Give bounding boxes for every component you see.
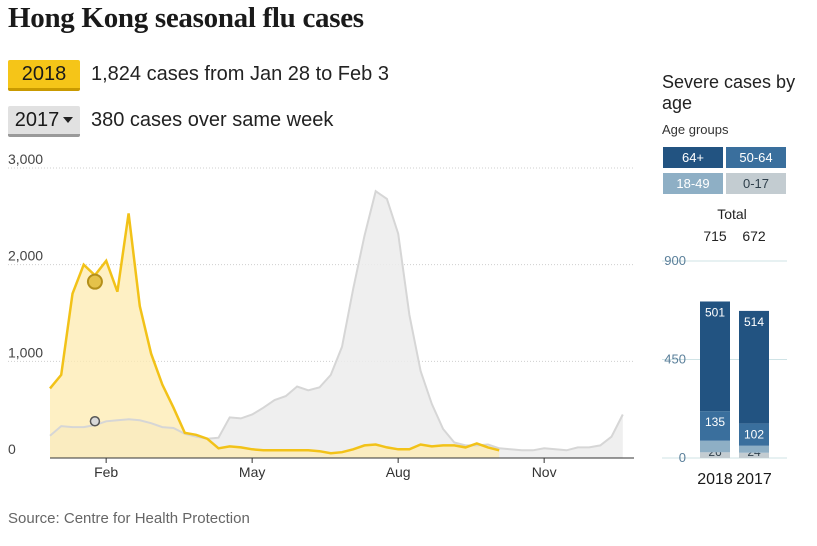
y-tick-label: 2,000 xyxy=(8,248,43,264)
highlight-point-2018 xyxy=(86,273,103,290)
totals-label: Total xyxy=(717,206,747,222)
bar-segment-0-17-2018 xyxy=(700,452,730,458)
bar-segment-64plus-2017 xyxy=(739,310,769,424)
bar-segment-0-17-2017 xyxy=(739,452,769,458)
side-y-tick-label: 900 xyxy=(664,253,686,268)
highlight-point-2017 xyxy=(89,416,101,427)
x-tick-label: Aug xyxy=(386,464,411,480)
compare-summary: 380 cases over same week xyxy=(91,109,334,131)
total-2018: 715 xyxy=(703,228,727,244)
bar-value-label: 135 xyxy=(705,415,725,429)
age-groups-label: Age groups xyxy=(662,122,729,137)
x-tick-label: Feb xyxy=(94,464,118,480)
primary-summary: 1,824 cases from Jan 28 to Feb 3 xyxy=(91,63,389,85)
year-2018-label: 2018 xyxy=(21,63,67,85)
age-filter-0-17[interactable]: 0-17 xyxy=(726,173,786,194)
bar-value-label: 514 xyxy=(744,315,764,329)
bar-segment-18-49-2018 xyxy=(700,440,730,453)
bar-segment-64plus-2018 xyxy=(700,301,730,412)
bar-segment-18-49-2017 xyxy=(739,445,769,453)
age-filter-50-64[interactable]: 50-64 xyxy=(726,147,786,168)
bar-value-label: 24 xyxy=(747,445,761,459)
bar-value-label: 102 xyxy=(744,427,764,441)
y-tick-label: 0 xyxy=(8,441,16,457)
bar-value-label: 501 xyxy=(705,305,725,319)
bar-category-label: 2017 xyxy=(736,471,772,488)
bar-category-label: 2018 xyxy=(697,471,733,488)
side-y-tick-label: 0 xyxy=(679,450,686,465)
chart-title: Hong Kong seasonal flu cases xyxy=(8,2,364,34)
series-2017-line xyxy=(49,189,624,452)
age-filter-18-49[interactable]: 18-49 xyxy=(663,173,723,194)
series-2017-area xyxy=(50,191,623,458)
source-note: Source: Centre for Health Protection xyxy=(8,510,250,527)
chevron-down-icon xyxy=(63,116,74,123)
y-tick-label: 3,000 xyxy=(8,151,43,167)
severe-cases-title: Severe cases by age xyxy=(662,72,796,113)
side-y-tick-label: 450 xyxy=(664,352,686,367)
series-2018-line xyxy=(49,213,500,455)
age-filter-64plus[interactable]: 64+ xyxy=(663,147,723,168)
bar-value-label: 26 xyxy=(708,445,722,459)
y-tick-label: 1,000 xyxy=(8,344,43,360)
year-2018-button[interactable]: 2018 xyxy=(8,60,80,91)
x-tick-label: Nov xyxy=(532,464,557,480)
total-2017: 672 xyxy=(742,228,766,244)
series-2018-area xyxy=(50,213,500,458)
bar-segment-50-64-2018 xyxy=(700,411,730,441)
x-tick-label: May xyxy=(239,464,265,480)
bar-segment-50-64-2017 xyxy=(739,423,769,446)
compare-year-dropdown[interactable]: 2017 xyxy=(8,106,80,137)
compare-year-label: 2017 xyxy=(14,109,60,131)
